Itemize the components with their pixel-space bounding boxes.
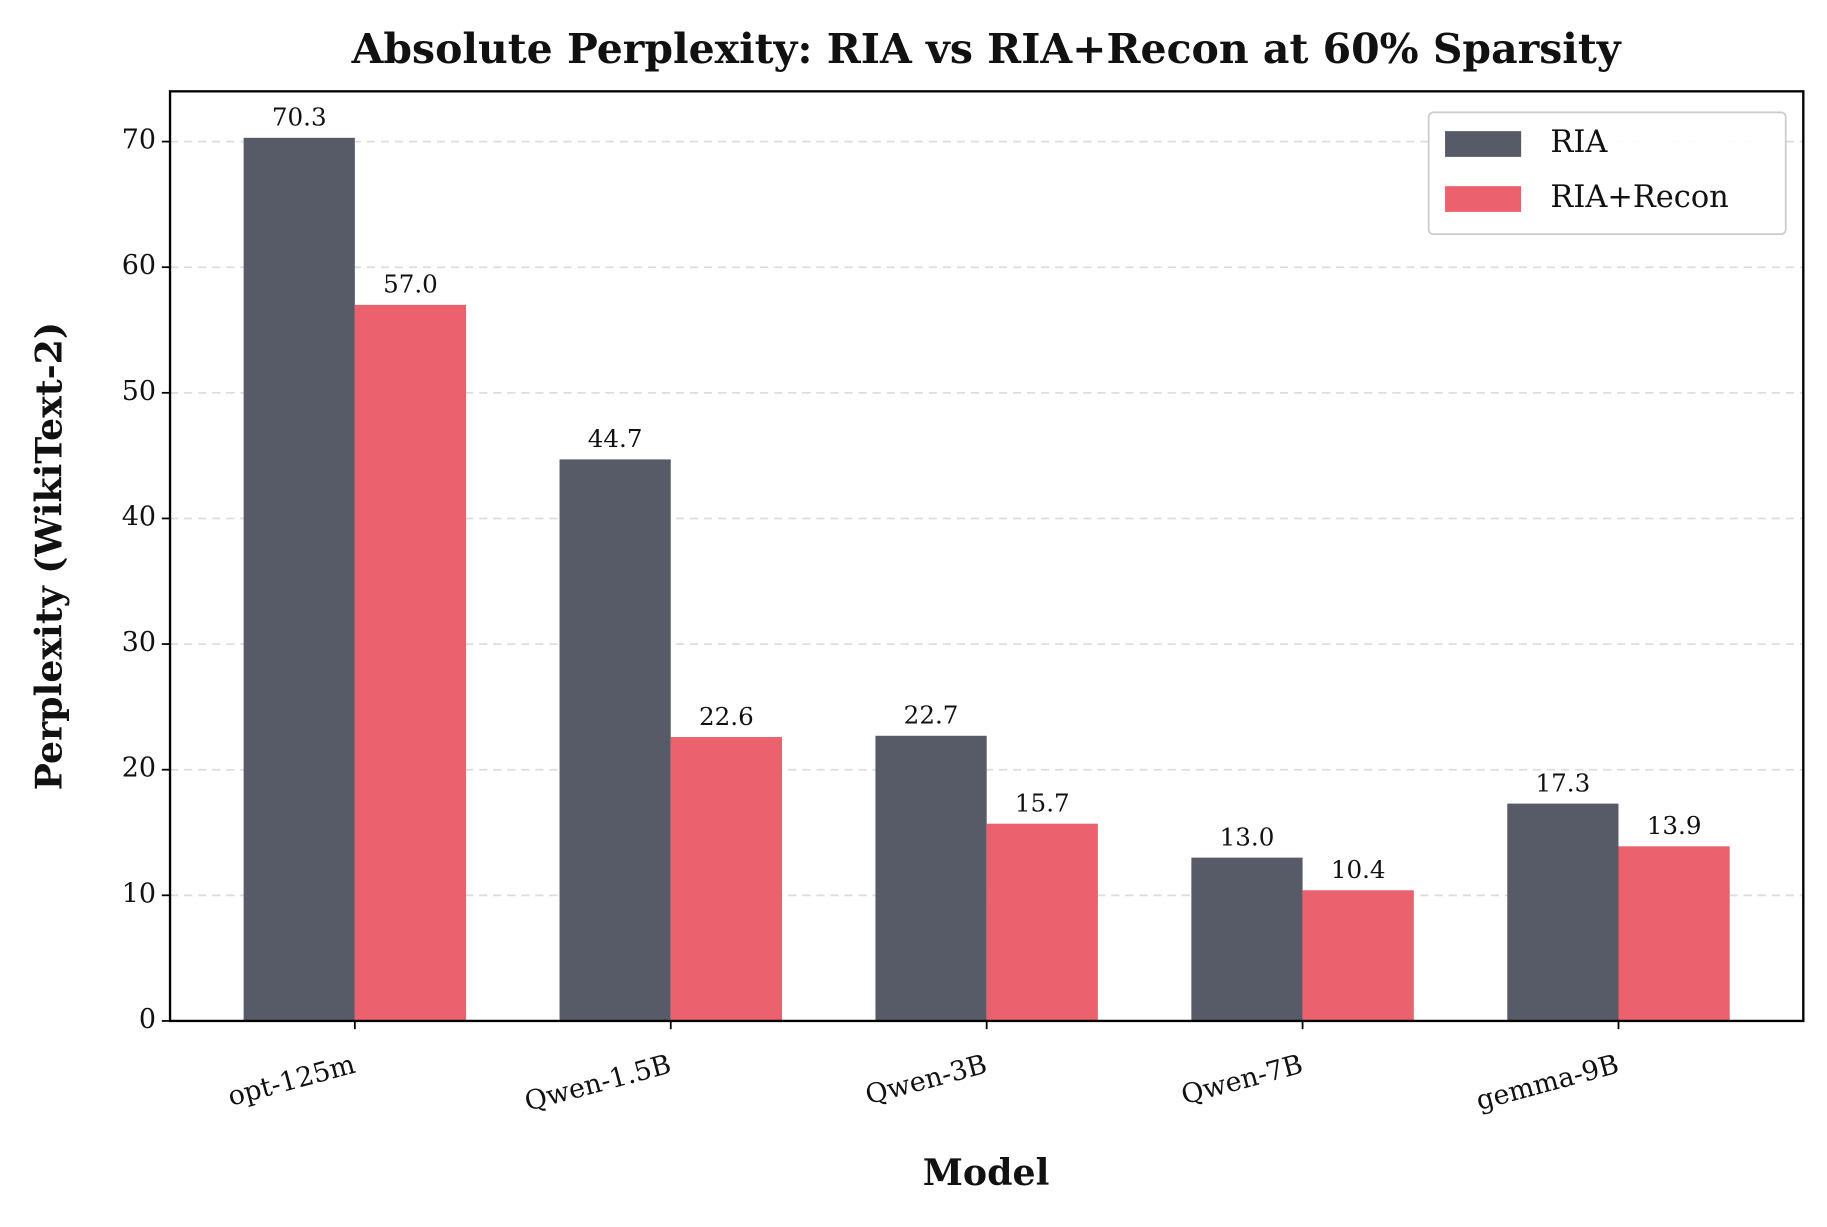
y-tick-label: 0	[139, 1004, 156, 1035]
y-axis-label: Perplexity (WikiText-2)	[27, 322, 70, 790]
bar	[1507, 803, 1619, 1021]
y-tick-label: 30	[122, 627, 156, 658]
value-label: 13.9	[1647, 811, 1702, 840]
bar	[875, 735, 987, 1021]
y-tick-label: 10	[122, 878, 156, 909]
value-label: 22.7	[904, 701, 959, 730]
legend-swatch	[1445, 186, 1522, 212]
y-tick-label: 60	[122, 250, 156, 281]
value-label: 57.0	[383, 270, 438, 299]
legend-label: RIA	[1550, 125, 1608, 160]
legend-swatch	[1445, 131, 1522, 157]
legend: RIA RIA+Recon	[1427, 111, 1787, 236]
y-tick-label: 70	[122, 125, 156, 156]
bar	[1302, 890, 1414, 1021]
y-tick-label: 40	[122, 501, 156, 532]
value-label: 15.7	[1015, 788, 1070, 817]
x-axis-label: Model	[923, 1151, 1050, 1194]
value-label: 17.3	[1536, 768, 1591, 797]
bar	[1618, 846, 1730, 1021]
bar	[354, 304, 467, 1021]
value-label: 44.7	[588, 424, 643, 453]
value-label: 22.6	[699, 702, 754, 731]
bar	[986, 823, 1098, 1021]
bar	[670, 737, 782, 1021]
bar	[243, 137, 355, 1021]
value-label: 70.3	[272, 103, 327, 132]
bar	[559, 459, 671, 1021]
chart-title: Absolute Perplexity: RIA vs RIA+Recon at…	[351, 25, 1622, 73]
bar	[1191, 857, 1303, 1021]
y-tick-label: 50	[122, 376, 156, 407]
value-label: 13.0	[1220, 822, 1275, 851]
y-tick-label: 20	[122, 753, 156, 784]
axes-frame	[168, 90, 1805, 1023]
legend-label: RIA+Recon	[1550, 180, 1728, 215]
value-label: 10.4	[1331, 855, 1386, 884]
